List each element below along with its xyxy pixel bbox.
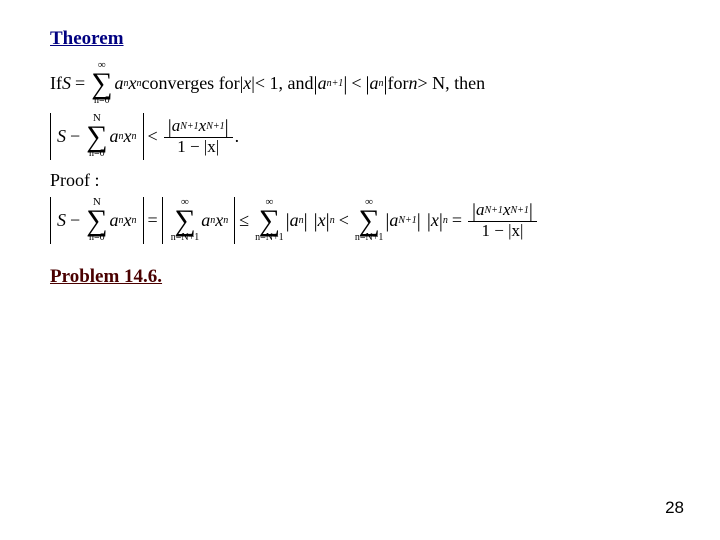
converges-text: converges for: [142, 73, 240, 94]
var-S2: S: [57, 126, 66, 147]
sup-nM: n: [223, 215, 228, 226]
fraction-2: |aN+1xN+1| 1 − |x|: [468, 201, 537, 241]
var-a-n: a: [370, 73, 379, 94]
var-a-n1: a: [318, 73, 327, 94]
big-abs-r2: [138, 197, 144, 244]
fraction-2-den: 1 − |x|: [478, 222, 528, 241]
minus-sign-2: −: [70, 210, 80, 231]
num2-xsup: N+1: [510, 205, 528, 216]
proof-line: S − N ∑ n=0 an xn = ∞ ∑ n=N+1 an xn ≤: [50, 197, 682, 244]
num-a: a: [172, 117, 181, 136]
var-S3: S: [57, 210, 66, 231]
eq-sign-2: =: [148, 210, 158, 231]
big-abs-r: [138, 113, 144, 160]
lt-one-and: < 1, and: [255, 73, 314, 94]
var-a2: a: [110, 126, 119, 147]
lt-sign: <: [351, 73, 361, 94]
sum-symbol-2: N ∑ n=0: [86, 113, 107, 160]
fraction-den: 1 − |x|: [173, 138, 223, 157]
var-xL: x: [124, 210, 132, 231]
var-n: n: [409, 73, 418, 94]
sup-xR: n: [330, 215, 335, 226]
le-sign: ≤: [239, 210, 249, 231]
var-aR: a: [290, 210, 299, 231]
abs-r: |: [343, 74, 347, 94]
var-x: x: [129, 73, 137, 94]
eq-sign: =: [75, 73, 85, 94]
sum-M: ∞ ∑ n=N+1: [171, 197, 200, 244]
abs-aR-r: |: [304, 211, 308, 231]
sigma-M: ∑: [174, 209, 195, 233]
minus-sign: −: [70, 126, 80, 147]
sum-L-bot: n=0: [89, 233, 105, 244]
num-abs-r: |: [225, 117, 229, 137]
eq-sign-3: =: [452, 210, 462, 231]
abs-x: |x|: [240, 73, 255, 94]
proof-label: Proof :: [50, 170, 682, 191]
num-asub: N+1: [180, 121, 198, 132]
lt-sign-3: <: [339, 210, 349, 231]
var-aM: a: [201, 210, 210, 231]
num-xsup: N+1: [206, 121, 224, 132]
page-number: 28: [665, 498, 684, 518]
var-a: a: [115, 73, 124, 94]
sub-aF: N+1: [398, 215, 416, 226]
var-S: S: [62, 73, 71, 94]
sigma-R: ∑: [259, 209, 280, 233]
page-content: Theorem If S = ∞ ∑ n=0 an xn converges f…: [0, 0, 720, 288]
sigma-icon-2: ∑: [86, 125, 107, 149]
sup-xF: n: [443, 215, 448, 226]
sum-R-bot: n=N+1: [255, 233, 284, 244]
fraction: |aN+1xN+1| 1 − |x|: [164, 117, 233, 157]
period: .: [235, 126, 240, 147]
sum-F: ∞ ∑ n=N+1: [355, 197, 384, 244]
theorem-statement-line1: If S = ∞ ∑ n=0 an xn converges for |x| <…: [50, 60, 682, 107]
for-text: for: [388, 73, 409, 94]
theorem-heading: Theorem: [50, 28, 682, 50]
problem-heading: Problem 14.6.: [50, 266, 682, 288]
num2-abs-r: |: [529, 201, 533, 221]
lt-sign-2: <: [148, 126, 158, 147]
big-abs-l: [50, 113, 56, 160]
var-xF: x: [431, 210, 439, 231]
sum-lower-2: n=0: [89, 149, 105, 160]
sigma-L: ∑: [86, 209, 107, 233]
var-xR: x: [318, 210, 326, 231]
big-abs-l2: [50, 197, 56, 244]
sum-lower: n=0: [94, 96, 110, 107]
sigma-F: ∑: [358, 209, 379, 233]
fraction-num: |aN+1xN+1|: [164, 117, 233, 137]
sum-M-bot: n=N+1: [171, 233, 200, 244]
sum-symbol: ∞ ∑ n=0: [91, 60, 112, 107]
sum-L: N ∑ n=0: [86, 197, 107, 244]
sigma-icon: ∑: [91, 72, 112, 96]
fraction-2-num: |aN+1xN+1|: [468, 201, 537, 221]
var-x2: x: [124, 126, 132, 147]
theorem-statement-line2: S − N ∑ n=0 an xn < |aN+1xN+1| 1 − |x| .: [50, 113, 682, 160]
sum-F-bot: n=N+1: [355, 233, 384, 244]
var-xM: x: [215, 210, 223, 231]
var-aL: a: [110, 210, 119, 231]
num2-asub: N+1: [485, 205, 503, 216]
if-text: If: [50, 73, 62, 94]
sub-n1: n+1: [327, 78, 344, 89]
sup-n3: n: [132, 131, 137, 142]
big-abs-l3: [162, 197, 168, 244]
gt-N-then: > N, then: [418, 73, 486, 94]
abs-aF-r: |: [417, 211, 421, 231]
big-abs-r3: [229, 197, 235, 244]
sup-nL: n: [132, 215, 137, 226]
sum-R: ∞ ∑ n=N+1: [255, 197, 284, 244]
num2-a: a: [476, 201, 485, 220]
